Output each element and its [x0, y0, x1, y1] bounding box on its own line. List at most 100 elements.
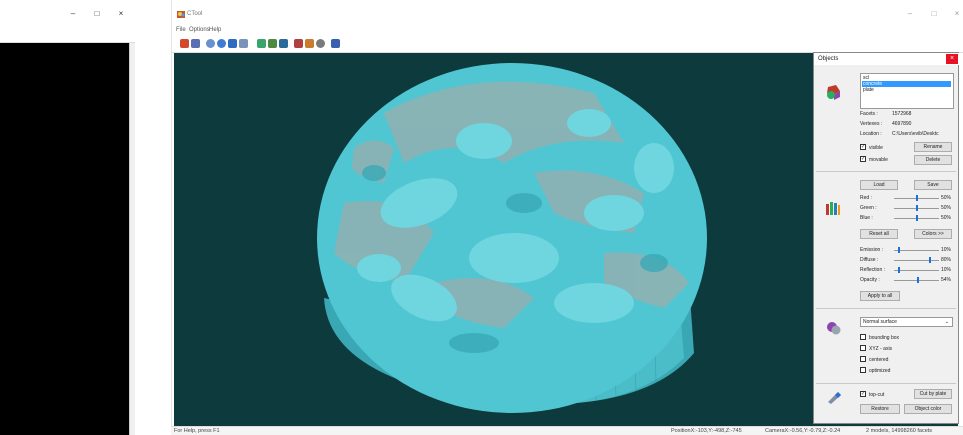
red-slider-thumb[interactable] [915, 195, 918, 201]
select-icon[interactable] [239, 39, 248, 48]
light-icon[interactable] [316, 39, 325, 48]
list-item[interactable]: scl [863, 75, 870, 81]
main-window-titlebar: – □ × [171, 0, 963, 25]
opacity-slider-thumb[interactable] [917, 277, 920, 283]
reflection-value: 10% [941, 267, 952, 273]
top-cut-label: top-cut [869, 392, 885, 398]
emission-slider[interactable] [894, 250, 939, 251]
print-icon[interactable] [294, 39, 303, 48]
concrete-cylinder-model [317, 63, 707, 413]
centered-label: centered [869, 357, 889, 363]
opacity-slider[interactable] [894, 280, 939, 281]
position-readout: PositionX:-103,Y:-498,Z:-745 [671, 428, 742, 434]
close-button[interactable]: × [954, 9, 960, 18]
object-color-select[interactable]: Object color [904, 404, 952, 414]
optimized-label: optimized [869, 368, 891, 374]
open-icon[interactable] [180, 39, 189, 48]
xyz-axis-checkbox[interactable] [860, 345, 866, 351]
surface-select[interactable]: Normal surface ⌄ [860, 317, 953, 327]
save-button[interactable]: Save [914, 180, 952, 190]
minimize-button[interactable]: – [907, 9, 913, 18]
color-icon[interactable] [279, 39, 288, 48]
opacity-value: 54% [941, 277, 952, 283]
reset-all-button[interactable]: Reset all [860, 229, 898, 239]
menu-options[interactable]: Options [189, 27, 210, 33]
reflection-slider-thumb[interactable] [897, 267, 900, 273]
list-item[interactable]: plate [863, 87, 874, 93]
blue-value: 50% [941, 215, 952, 221]
minimize-button[interactable]: – [70, 9, 76, 18]
location-value: C:\Users\evib\Desktc [892, 131, 939, 137]
background-window-menubar [0, 32, 135, 43]
divider [816, 383, 956, 384]
settings-icon[interactable] [305, 39, 314, 48]
blue-slider-thumb[interactable] [915, 215, 918, 221]
diffuse-value: 80% [941, 257, 952, 263]
top-cut-checkbox[interactable]: ✓ [860, 391, 866, 397]
bounding-box-label: bounding box [869, 335, 900, 341]
visible-checkbox[interactable]: ✓ [860, 144, 866, 150]
info-icon[interactable] [331, 39, 340, 48]
objects-panel-titlebar: Objects × [814, 53, 960, 65]
diffuse-label: Diffuse : [860, 257, 879, 263]
green-label: Green : [860, 205, 877, 211]
zoom-icon[interactable] [217, 39, 226, 48]
emission-slider-thumb[interactable] [897, 247, 900, 253]
reflection-label: Reflection : [860, 267, 886, 273]
close-button[interactable]: × [946, 54, 958, 64]
background-window-canvas [0, 43, 129, 435]
pan-icon[interactable] [228, 39, 237, 48]
window-title: CTool [187, 11, 203, 17]
opacity-label: Opacity : [860, 277, 880, 283]
menu-help[interactable]: Help [209, 27, 222, 33]
camera-readout: CameraX:-0.56,Y:-0.79,Z:-0.24 [765, 428, 841, 434]
cut-knife-icon [828, 392, 841, 404]
rotate-icon[interactable] [206, 39, 215, 48]
rename-button[interactable]: Rename [914, 142, 952, 152]
location-label: Location : [860, 131, 882, 137]
save-icon[interactable] [191, 39, 200, 48]
surface-spheres-icon [827, 322, 841, 335]
help-hint: For Help, press F1 [174, 428, 220, 434]
emission-label: Emission : [860, 247, 884, 253]
toolbar [171, 36, 963, 53]
movable-checkbox[interactable]: ✓ [860, 156, 866, 162]
emission-value: 10% [941, 247, 952, 253]
load-button[interactable]: Load [860, 180, 898, 190]
blue-label: Blue : [860, 215, 873, 221]
vertexes-value: 4697890 [892, 121, 912, 127]
status-bar: For Help, press F1 PositionX:-103,Y:-498… [171, 426, 963, 435]
background-window-titlebar: – □ × [0, 0, 135, 32]
green-value: 50% [941, 205, 952, 211]
diffuse-slider[interactable] [894, 260, 939, 261]
red-value: 50% [941, 195, 952, 201]
divider [816, 171, 956, 172]
surface-select-value: Normal surface [863, 319, 897, 325]
restore-button[interactable]: Restore [860, 404, 900, 414]
facets-value: 1572968 [892, 111, 912, 117]
material-icon[interactable] [257, 39, 266, 48]
maximize-button[interactable]: □ [931, 9, 937, 18]
cut-by-plate-button[interactable]: Cut by plate [914, 389, 952, 399]
green-slider-thumb[interactable] [915, 205, 918, 211]
maximize-button[interactable]: □ [94, 9, 100, 18]
optimized-checkbox[interactable] [860, 367, 866, 373]
delete-button[interactable]: Delete [914, 155, 952, 165]
diffuse-slider-thumb[interactable] [929, 257, 931, 263]
menubar: File Options Help [171, 25, 963, 36]
chevron-down-icon: ⌄ [944, 319, 949, 325]
close-button[interactable]: × [118, 9, 124, 18]
objects-panel: Objects × scl concrete plate Facets : 15… [813, 52, 960, 424]
red-label: Red : [860, 195, 872, 201]
bounding-box-checkbox[interactable] [860, 334, 866, 340]
centered-checkbox[interactable] [860, 356, 866, 362]
reflection-slider[interactable] [894, 270, 939, 271]
color-pencils-icon [826, 202, 840, 215]
image-icon[interactable] [268, 39, 277, 48]
list-item-selected[interactable]: concrete [862, 81, 951, 87]
objects-listbox[interactable]: scl concrete plate [860, 73, 954, 109]
menu-file[interactable]: File [176, 27, 186, 33]
scrollbar[interactable] [129, 43, 135, 435]
colors-button[interactable]: Colors >> [914, 229, 952, 239]
apply-to-all-button[interactable]: Apply to all [860, 291, 900, 301]
